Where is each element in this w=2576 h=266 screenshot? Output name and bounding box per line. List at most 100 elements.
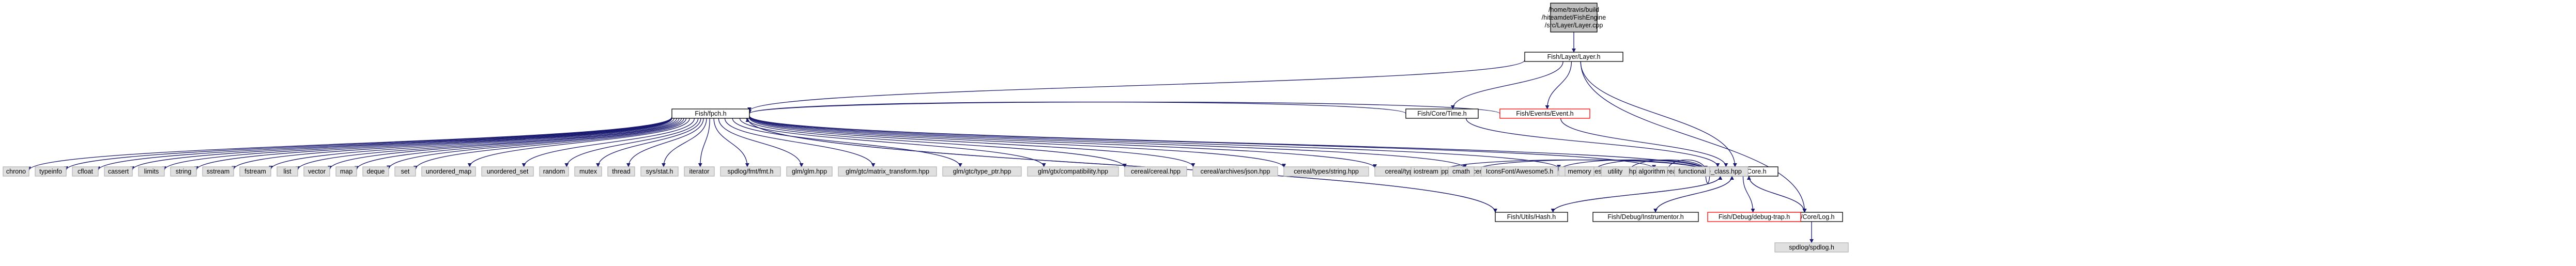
node-label-e_glm_tp: glm/gtc/type_ptr.hpp — [953, 168, 1011, 175]
node-label-e_thread: thread — [612, 168, 630, 175]
node-label-e_umap: unordered_map — [426, 168, 471, 175]
edge-core_h-to-e_memory — [1592, 159, 1706, 172]
node-e_cmath: cmath — [1448, 166, 1475, 177]
edge-fishpch-to-e_map — [355, 118, 682, 170]
edge-fishpch-to-e_chrono — [27, 117, 672, 171]
node-label-e_memory: memory — [1568, 168, 1591, 175]
edge-fishpch-to-e_deque — [387, 118, 684, 170]
nodes-layer: /home/travis/build/hiteamdet/FishEngine/… — [3, 3, 1849, 253]
edge-layer_h-to-time_h — [1450, 61, 1563, 109]
node-e_umap: unordered_map — [421, 166, 476, 177]
node-box-e_iterator — [684, 166, 715, 177]
node-e_typeinfo: typeinfo — [35, 166, 67, 177]
node-root[interactable]: /home/travis/build/hiteamdet/FishEngine/… — [1542, 3, 1606, 33]
node-box-e_cmath — [1448, 166, 1475, 177]
node-label-e_icons: IconsFont/Awesome5.h — [1486, 168, 1553, 175]
node-box-e_glm_tp — [942, 166, 1022, 177]
node-label-e_random: random — [543, 168, 565, 175]
node-label-root-1: /hiteamdet/FishEngine — [1542, 14, 1606, 21]
node-e_algorithm: algorithm — [1636, 166, 1668, 177]
node-box-e_glm_cp — [1027, 166, 1119, 177]
node-box-e_glm_mt — [838, 166, 937, 177]
node-box-e_list — [277, 166, 298, 177]
edge-fishpch-to-e_umap — [467, 118, 690, 167]
node-label-e_limits: limits — [144, 168, 159, 175]
node-e_functional: functional — [1674, 166, 1710, 177]
node-box-e_utility — [1601, 166, 1630, 177]
node-label-e_cassert: cassert — [108, 168, 129, 175]
node-e_thread: thread — [607, 166, 635, 177]
node-instr_h[interactable]: Fish/Debug/Instrumentor.h — [1592, 212, 1699, 222]
node-box-e_string — [170, 166, 197, 177]
node-e_vector: vector — [303, 166, 330, 177]
edge-fishpch-to-e_glm_cp — [739, 118, 1046, 167]
node-box-e_uset — [481, 166, 534, 177]
node-layer_h[interactable]: Fish/Layer/Layer.h — [1524, 52, 1623, 62]
node-label-layer_h: Fish/Layer/Layer.h — [1547, 53, 1601, 60]
edge-core_h-to-e_icons — [1556, 159, 1706, 172]
node-label-dbgtrap_h: Fish/Debug/debug-trap.h — [1719, 213, 1790, 221]
edge-layer_h-to-core_h — [1580, 61, 1737, 167]
edge-fishpch-to-e_glm_tp — [732, 118, 962, 167]
node-time_h[interactable]: Fish/Core/Time.h — [1405, 108, 1479, 119]
edge-layer_h-to-log_h — [1580, 61, 1807, 213]
node-label-e_iostream: iostream — [1414, 168, 1438, 175]
edge-fishpch-to-e_mutex — [596, 118, 701, 167]
node-box-e_cassert — [104, 166, 133, 177]
node-label-e_utility: utility — [1608, 168, 1623, 175]
node-dbgtrap_h[interactable]: Fish/Debug/debug-trap.h — [1707, 212, 1801, 222]
node-label-time_h: Fish/Core/Time.h — [1417, 110, 1466, 117]
node-spdlog_h: spdlog/spdlog.h — [1774, 242, 1849, 253]
node-label-e_fmt: spdlog/fmt/fmt.h — [728, 168, 774, 175]
edge-fishpch-to-e_fstream — [269, 118, 674, 170]
node-label-e_mutex: mutex — [579, 168, 597, 175]
node-fishpch[interactable]: Fish/fpch.h — [671, 108, 750, 119]
node-e_sstream: sstream — [202, 166, 234, 177]
node-box-e_functional — [1674, 166, 1710, 177]
node-box-e_memory — [1565, 166, 1594, 177]
node-box-instr_h — [1592, 212, 1699, 222]
node-box-time_h — [1405, 108, 1479, 119]
node-box-e_iostream — [1410, 166, 1442, 177]
node-e_chrono: chrono — [3, 166, 29, 177]
node-label-e_glm: glm/glm.hpp — [792, 168, 827, 175]
node-e_cfloat: cfloat — [72, 166, 99, 177]
node-event_h[interactable]: Fish/Events/Event.h — [1499, 108, 1590, 119]
node-label-e_chrono: chrono — [6, 168, 26, 175]
node-e_memory: memory — [1565, 166, 1594, 177]
edge-core_h-to-dbgtrap_h — [1742, 176, 1755, 213]
node-label-root-2: /src/Layer/Layer.cpp — [1545, 22, 1603, 29]
node-e_cer: cereal/cereal.hpp — [1124, 166, 1187, 177]
edge-log_h-to-core_h — [1746, 176, 1805, 213]
node-e_uset: unordered_set — [481, 166, 534, 177]
edge-fishpch-to-e_thread — [626, 118, 704, 167]
node-e_list: list — [277, 166, 298, 177]
edge-fishpch-to-e_set — [413, 118, 687, 170]
node-box-e_algorithm — [1636, 166, 1668, 177]
node-box-hash_h — [1495, 212, 1568, 222]
node-label-e_glm_mt: glm/gtc/matrix_transform.hpp — [846, 168, 929, 175]
node-box-event_h — [1499, 108, 1590, 119]
node-label-e_deque: deque — [367, 168, 385, 175]
node-hash_h[interactable]: Fish/Utils/Hash.h — [1495, 212, 1568, 222]
node-label-e_sysstat: sys/stat.h — [646, 168, 673, 175]
node-e_glm: glm/glm.hpp — [786, 166, 833, 177]
edge-fishpch-to-e_typeinfo — [64, 117, 672, 171]
edge-fishpch-to-e_cer_util — [749, 116, 1377, 169]
edge-fishpch-to-core_h — [749, 115, 1708, 170]
node-e_mutex: mutex — [574, 166, 602, 177]
node-box-e_random — [539, 166, 569, 177]
node-box-e_thread — [607, 166, 635, 177]
edge-fishpch-to-e_cer_json — [749, 118, 1195, 167]
node-e_utility: utility — [1601, 166, 1630, 177]
node-label-e_vector: vector — [308, 168, 326, 175]
node-label-fishpch: Fish/fpch.h — [695, 110, 726, 117]
edge-fishpch-to-e_glm_mt — [724, 118, 876, 167]
node-e_deque: deque — [362, 166, 389, 177]
node-label-e_cer_json: cereal/archives/json.hpp — [1201, 168, 1270, 175]
node-label-e_list: list — [283, 168, 292, 175]
node-e_iterator: iterator — [684, 166, 715, 177]
node-box-e_cer — [1124, 166, 1187, 177]
node-box-e_fstream — [239, 166, 271, 177]
node-e_limits: limits — [138, 166, 165, 177]
